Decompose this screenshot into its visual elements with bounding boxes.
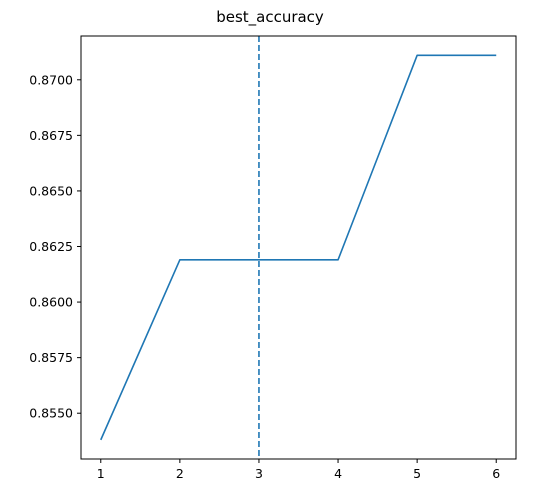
x-axis: 1 2 3 4 5 6 <box>97 459 500 481</box>
x-tick-label: 4 <box>334 466 342 481</box>
x-tick-label: 3 <box>255 466 263 481</box>
x-tick-label: 5 <box>413 466 421 481</box>
y-tick-label: 0.8650 <box>29 183 73 198</box>
y-tick-label: 0.8550 <box>29 406 73 421</box>
x-tick-label: 1 <box>97 466 105 481</box>
y-tick-label: 0.8675 <box>29 128 73 143</box>
y-tick-label: 0.8600 <box>29 295 73 310</box>
y-axis: 0.8550 0.8575 0.8600 0.8625 0.8650 0.8675 0.87… <box>29 72 81 421</box>
plot-area <box>100 36 497 459</box>
y-tick-label: 0.8625 <box>29 239 73 254</box>
x-tick-label: 2 <box>176 466 184 481</box>
y-tick-label: 0.8700 <box>29 72 73 87</box>
plot-frame <box>80 35 517 460</box>
x-tick-label: 6 <box>492 466 500 481</box>
y-tick-label: 0.8575 <box>29 350 73 365</box>
series-line-0 <box>100 54 497 441</box>
chart-title: best_accuracy <box>216 8 324 27</box>
